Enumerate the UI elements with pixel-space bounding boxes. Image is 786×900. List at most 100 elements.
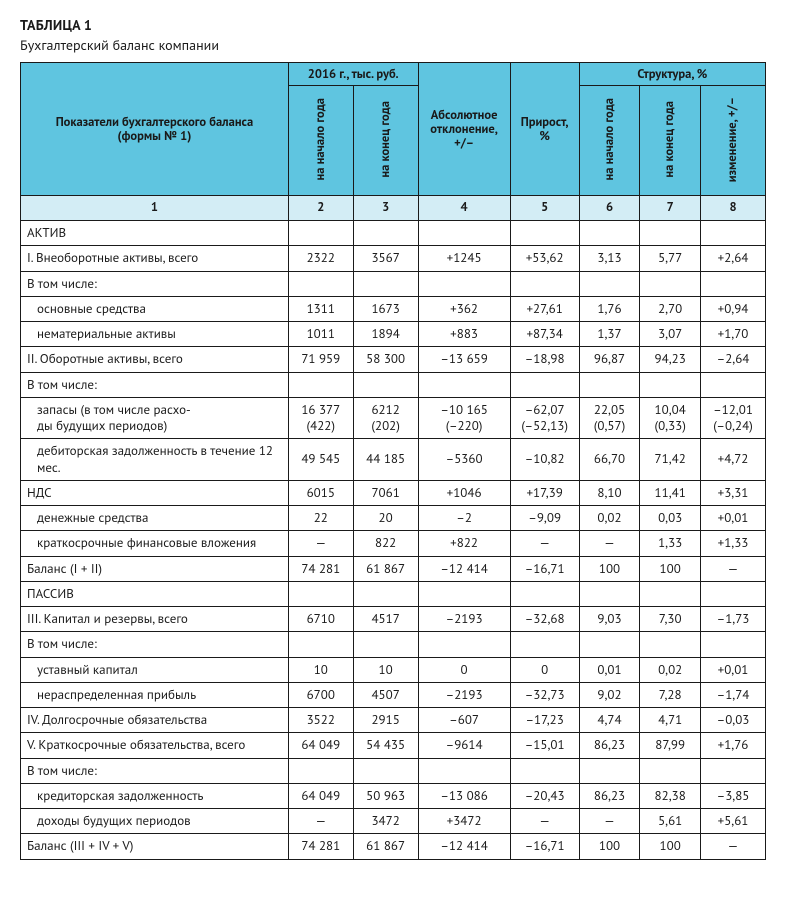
hdr-abs-dev: Абсолютное отклонение, +/– — [418, 63, 510, 196]
row-cell: 94,23 — [640, 347, 701, 372]
row-cell: 100 — [640, 556, 701, 581]
row-cell — [288, 581, 353, 606]
hdr-col7-text: на конец года — [663, 97, 677, 182]
row-cell: 1,37 — [579, 322, 640, 347]
row-cell: 6710 — [288, 607, 353, 632]
table-row: основные средства13111673+362+27,611,762… — [21, 296, 766, 321]
table-row: АКТИВ — [21, 221, 766, 246]
row-cell: –3,85 — [701, 783, 766, 808]
row-cell: 7061 — [353, 480, 418, 505]
row-cell: +87,34 — [510, 322, 579, 347]
row-cell: 96,87 — [579, 347, 640, 372]
row-cell — [418, 221, 510, 246]
row-cell: +1046 — [418, 480, 510, 505]
row-cell — [701, 581, 766, 606]
row-label: Баланс (I + II) — [21, 556, 289, 581]
row-label: I. Внеоборотные активы, всего — [21, 246, 289, 271]
row-cell — [701, 758, 766, 783]
colnum-8: 8 — [701, 196, 766, 221]
row-cell: –20,43 — [510, 783, 579, 808]
row-cell — [640, 758, 701, 783]
row-cell: 7,30 — [640, 607, 701, 632]
row-cell: 0,02 — [640, 657, 701, 682]
row-label: краткосрочные финансовые вложения — [21, 531, 289, 556]
row-label: II. Оборотные активы, всего — [21, 347, 289, 372]
hdr-col3-text: на конец года — [379, 97, 393, 182]
hdr-growth-text: Прирост, % — [521, 114, 569, 144]
table-row: II. Оборотные активы, всего71 95958 300–… — [21, 347, 766, 372]
hdr-indicator-text: Показатели бухгалтерского баланса (формы… — [56, 114, 253, 144]
row-cell: –607 — [418, 708, 510, 733]
table-head: Показатели бухгалтерского баланса (формы… — [21, 63, 766, 196]
hdr-col8-text: изменение, +/– — [726, 93, 740, 186]
row-cell: 22 — [288, 506, 353, 531]
row-cell: 4,74 — [579, 708, 640, 733]
row-cell: –15,01 — [510, 733, 579, 758]
row-cell: 4,71 — [640, 708, 701, 733]
table-row: нематериальные активы10111894+883+87,341… — [21, 322, 766, 347]
row-cell: 4517 — [353, 607, 418, 632]
row-cell: 0,02 — [579, 506, 640, 531]
row-cell: 54 435 — [353, 733, 418, 758]
table-row: Баланс (I + II)74 28161 867–12 414–16,71… — [21, 556, 766, 581]
colnum-4: 4 — [418, 196, 510, 221]
row-cell — [510, 632, 579, 657]
row-label: V. Краткосрочные обязательства, всего — [21, 733, 289, 758]
row-cell: 87,99 — [640, 733, 701, 758]
row-cell: +2,64 — [701, 246, 766, 271]
row-cell: –0,03 — [701, 708, 766, 733]
row-cell: — — [701, 834, 766, 859]
row-cell: –2,64 — [701, 347, 766, 372]
row-cell: –12,01 (–0,24) — [701, 397, 766, 439]
row-cell: –16,71 — [510, 834, 579, 859]
row-cell: +0,94 — [701, 296, 766, 321]
row-cell — [579, 581, 640, 606]
row-cell — [288, 271, 353, 296]
colnum-5: 5 — [510, 196, 579, 221]
row-cell — [353, 221, 418, 246]
row-label: денежные средства — [21, 506, 289, 531]
colnum-7: 7 — [640, 196, 701, 221]
row-cell: 7,28 — [640, 682, 701, 707]
table-caption: Бухгалтерский баланс компании — [20, 36, 766, 54]
row-cell: +3,31 — [701, 480, 766, 505]
table-row: кредиторская задолженность64 04950 963–1… — [21, 783, 766, 808]
row-cell: +1,76 — [701, 733, 766, 758]
row-cell: –62,07 (–52,13) — [510, 397, 579, 439]
row-cell: — — [288, 531, 353, 556]
row-cell: 2,70 — [640, 296, 701, 321]
table-row: В том числе: — [21, 632, 766, 657]
table-row: В том числе: — [21, 758, 766, 783]
row-cell: 9,03 — [579, 607, 640, 632]
row-cell: 3522 — [288, 708, 353, 733]
row-cell — [579, 632, 640, 657]
row-label: В том числе: — [21, 758, 289, 783]
row-label: В том числе: — [21, 632, 289, 657]
colnum-6: 6 — [579, 196, 640, 221]
row-cell: 1,76 — [579, 296, 640, 321]
row-cell — [353, 581, 418, 606]
row-label: Баланс (III + IV + V) — [21, 834, 289, 859]
column-number-row: 1 2 3 4 5 6 7 8 — [21, 196, 766, 221]
table-number: ТАБЛИЦА 1 — [20, 16, 766, 34]
row-label: дебиторская задолженность в течение 12 м… — [21, 439, 289, 481]
row-cell: 100 — [579, 556, 640, 581]
table-row: III. Капитал и резервы, всего67104517–21… — [21, 607, 766, 632]
row-cell — [288, 221, 353, 246]
table-row: IV. Долгосрочные обязательства35222915–6… — [21, 708, 766, 733]
row-cell: –5360 — [418, 439, 510, 481]
row-cell: 44 185 — [353, 439, 418, 481]
row-cell: 3567 — [353, 246, 418, 271]
row-cell: +362 — [418, 296, 510, 321]
row-label: основные средства — [21, 296, 289, 321]
row-cell: 64 049 — [288, 733, 353, 758]
row-cell: 8,10 — [579, 480, 640, 505]
hdr-year-group: 2016 г., тыс. руб. — [288, 63, 418, 86]
row-cell: +3472 — [418, 809, 510, 834]
table-row: краткосрочные финансовые вложения—822+82… — [21, 531, 766, 556]
row-cell: +27,61 — [510, 296, 579, 321]
row-cell: 5,61 — [640, 809, 701, 834]
row-cell — [418, 581, 510, 606]
hdr-col7: на конец года — [640, 86, 701, 196]
row-cell: 1673 — [353, 296, 418, 321]
